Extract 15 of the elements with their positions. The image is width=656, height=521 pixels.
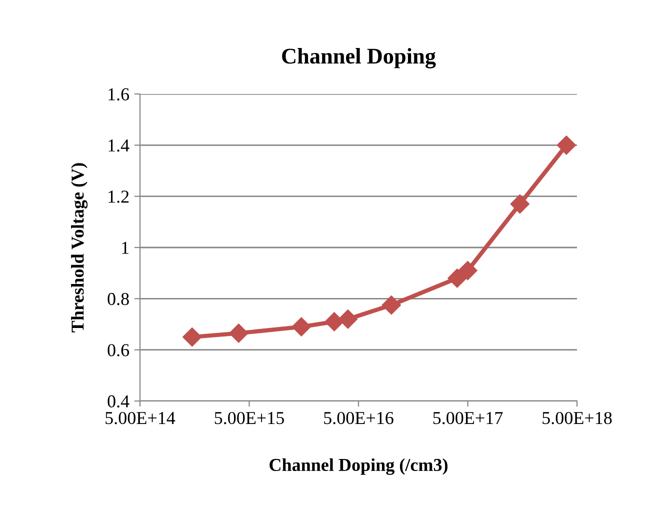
- y-tick-label: 1: [122, 242, 128, 254]
- x-tick-label: 5.00E+18: [542, 412, 612, 424]
- chart-title: Channel Doping: [282, 48, 436, 68]
- x-tick-label: 5.00E+14: [106, 412, 176, 424]
- x-tick-label: 5.00E+16: [324, 412, 394, 424]
- y-tick-label: 0.8: [108, 292, 129, 306]
- x-tick-label: 5.00E+17: [433, 412, 503, 424]
- y-tick-label: 1.4: [108, 140, 130, 152]
- y-tick-label: 0.4: [108, 395, 130, 408]
- x-axis-title: Channel Doping (/cm3): [270, 458, 448, 475]
- y-tick-label: 1.6: [108, 88, 130, 101]
- y-tick-label: 0.6: [108, 344, 130, 356]
- y-axis-title: Threshold Voltage (V): [71, 163, 88, 332]
- x-tick-label: 5.00E+15: [214, 412, 284, 424]
- y-tick-label: 1.2: [108, 190, 129, 203]
